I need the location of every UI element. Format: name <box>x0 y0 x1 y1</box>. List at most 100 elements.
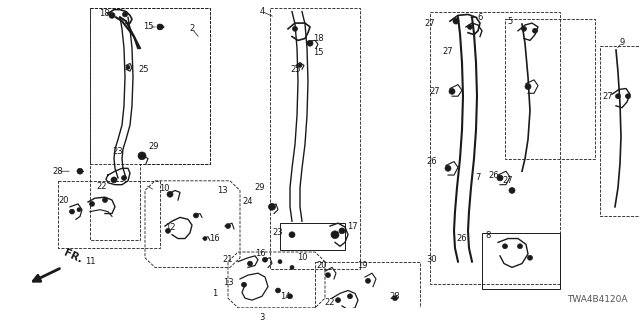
Circle shape <box>527 255 532 260</box>
Circle shape <box>616 94 621 99</box>
Text: 12: 12 <box>164 222 175 231</box>
Circle shape <box>167 191 173 197</box>
Text: 10: 10 <box>297 253 307 262</box>
Text: 3: 3 <box>259 313 265 320</box>
Text: 11: 11 <box>84 257 95 266</box>
Text: 20: 20 <box>317 261 327 270</box>
Bar <box>280 223 345 250</box>
Text: 25: 25 <box>139 65 149 74</box>
Circle shape <box>348 294 353 299</box>
Circle shape <box>248 261 253 266</box>
Circle shape <box>335 298 340 302</box>
Circle shape <box>126 65 130 69</box>
Text: 26: 26 <box>427 157 437 166</box>
Text: FR.: FR. <box>62 248 84 266</box>
Text: 10: 10 <box>159 184 169 193</box>
Bar <box>315 262 420 308</box>
Bar <box>505 19 595 159</box>
Circle shape <box>392 296 397 300</box>
Circle shape <box>453 18 459 24</box>
Text: 19: 19 <box>356 261 367 270</box>
Circle shape <box>522 27 527 31</box>
Text: 27: 27 <box>603 92 613 101</box>
Text: 23: 23 <box>273 228 284 237</box>
Text: 22: 22 <box>97 182 108 191</box>
Text: 4: 4 <box>259 7 264 16</box>
Circle shape <box>625 94 630 99</box>
Bar <box>270 8 360 269</box>
Bar <box>482 233 560 289</box>
Text: 29: 29 <box>255 183 265 192</box>
Text: 8: 8 <box>485 231 491 240</box>
Circle shape <box>77 208 81 212</box>
Text: 26: 26 <box>489 171 499 180</box>
Circle shape <box>275 288 280 293</box>
Circle shape <box>122 12 127 17</box>
Text: 27: 27 <box>502 176 513 185</box>
Circle shape <box>525 84 531 90</box>
Text: 27: 27 <box>443 47 453 56</box>
Circle shape <box>449 89 455 94</box>
Circle shape <box>203 236 207 240</box>
Text: 2: 2 <box>189 24 195 33</box>
Circle shape <box>518 244 522 249</box>
Circle shape <box>292 27 298 31</box>
Text: TWA4B4120A: TWA4B4120A <box>568 295 628 304</box>
Circle shape <box>225 224 230 228</box>
Text: 25: 25 <box>291 65 301 74</box>
Circle shape <box>90 202 95 206</box>
Circle shape <box>122 176 127 180</box>
Text: 5: 5 <box>508 17 513 26</box>
Text: 1: 1 <box>212 289 218 298</box>
Text: 14: 14 <box>280 292 291 301</box>
Circle shape <box>307 40 313 46</box>
Text: 18: 18 <box>313 34 323 43</box>
Circle shape <box>287 294 292 299</box>
Text: 9: 9 <box>620 38 625 47</box>
Circle shape <box>445 165 451 171</box>
Circle shape <box>497 175 503 181</box>
Text: 18: 18 <box>99 9 109 18</box>
Circle shape <box>166 228 170 233</box>
Circle shape <box>365 278 371 283</box>
Text: 27: 27 <box>425 19 435 28</box>
Bar <box>600 46 640 216</box>
Text: 15: 15 <box>143 22 153 31</box>
Circle shape <box>157 24 163 30</box>
Text: 17: 17 <box>347 221 357 230</box>
Circle shape <box>262 257 268 262</box>
Text: 24: 24 <box>243 197 253 206</box>
Circle shape <box>509 188 515 193</box>
Text: 15: 15 <box>313 48 323 57</box>
Text: 22: 22 <box>324 299 335 308</box>
Circle shape <box>289 232 295 237</box>
Circle shape <box>339 228 345 234</box>
Text: 27: 27 <box>429 87 440 96</box>
Text: 7: 7 <box>476 173 481 182</box>
Circle shape <box>269 204 275 210</box>
Text: 21: 21 <box>223 255 233 264</box>
Text: 28: 28 <box>390 292 400 301</box>
Text: 26: 26 <box>457 234 467 243</box>
Text: 23: 23 <box>113 148 124 156</box>
Circle shape <box>467 25 472 29</box>
Text: 28: 28 <box>52 167 63 176</box>
Circle shape <box>109 12 115 18</box>
Circle shape <box>193 213 198 218</box>
Circle shape <box>532 28 538 33</box>
Text: 16: 16 <box>209 234 220 243</box>
Text: 20: 20 <box>59 196 69 204</box>
Circle shape <box>77 168 83 174</box>
Circle shape <box>138 152 146 160</box>
Text: 13: 13 <box>223 278 234 287</box>
Circle shape <box>298 63 302 67</box>
Bar <box>58 181 160 248</box>
Circle shape <box>331 231 339 238</box>
Bar <box>90 8 210 164</box>
Circle shape <box>102 198 108 203</box>
Circle shape <box>278 260 282 264</box>
Text: 6: 6 <box>477 13 483 22</box>
Text: 13: 13 <box>217 186 227 195</box>
Circle shape <box>502 244 508 249</box>
Circle shape <box>241 282 246 287</box>
